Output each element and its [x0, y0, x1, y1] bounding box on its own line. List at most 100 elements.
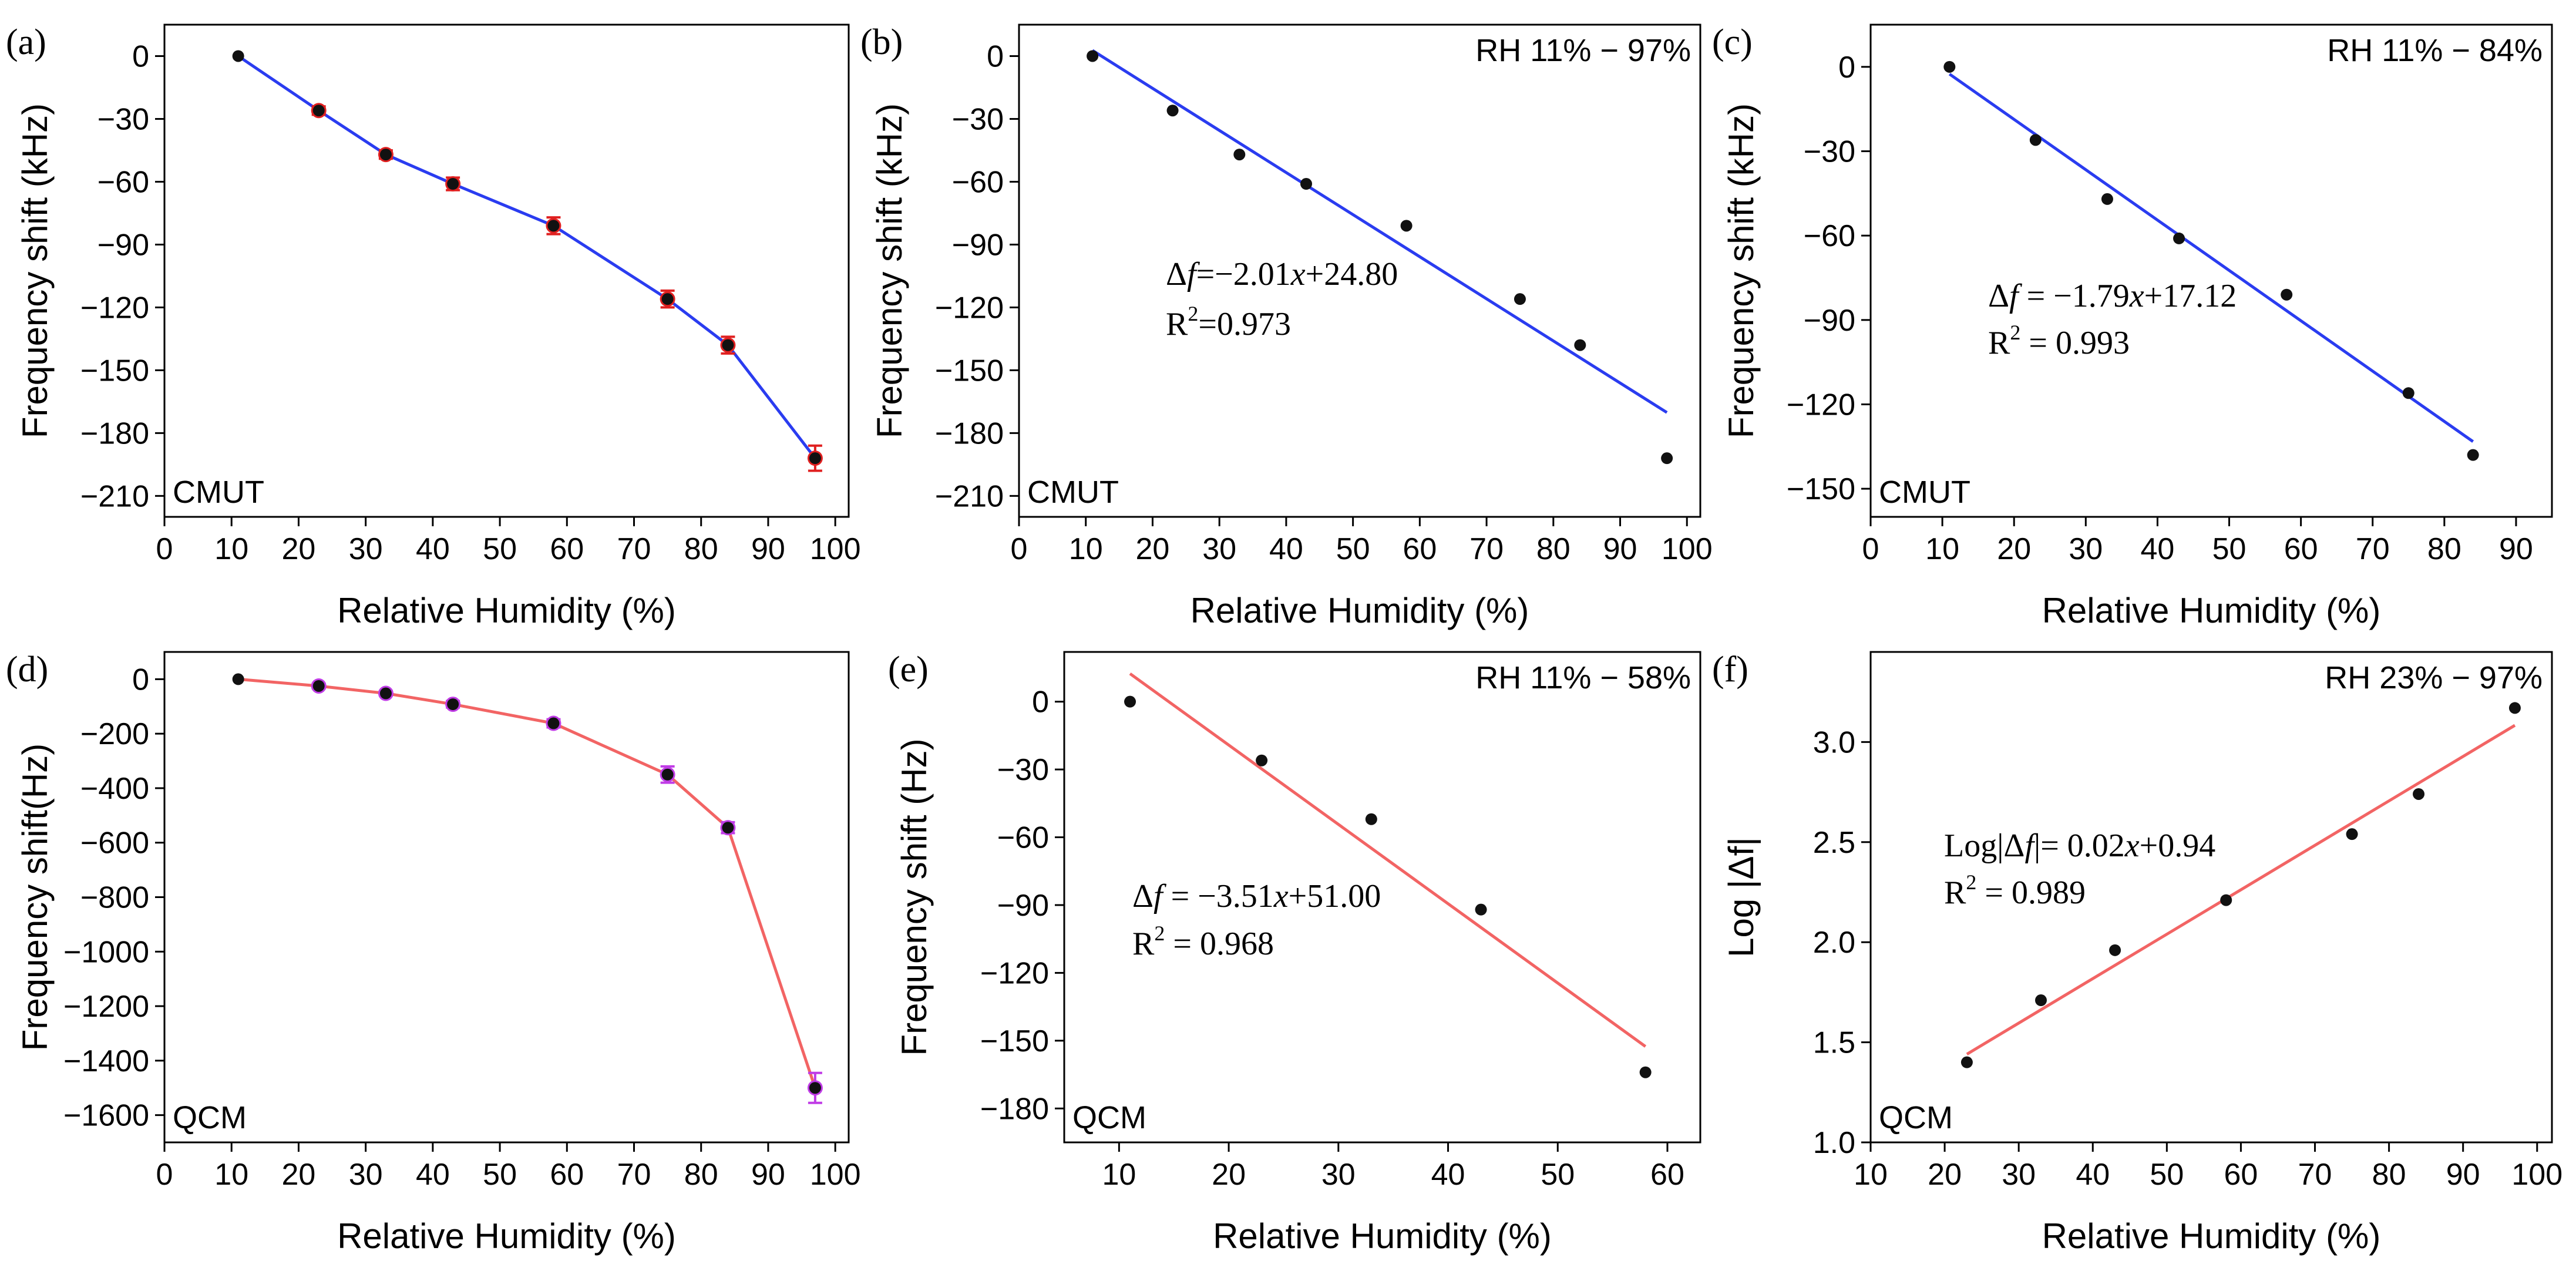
x-tick-label: 90	[751, 1158, 785, 1192]
x-tick-label: 80	[1536, 532, 1571, 566]
x-tick-label: 10	[1102, 1158, 1136, 1192]
x-tick-label: 60	[2284, 532, 2318, 566]
x-tick-label: 50	[2212, 532, 2247, 566]
plot-frame	[1063, 651, 1701, 1144]
y-tick-label: 0	[132, 663, 149, 697]
data-point	[2346, 828, 2358, 840]
data-point	[1233, 149, 1246, 161]
x-tick-label: 30	[1321, 1158, 1356, 1192]
data-point	[1475, 903, 1487, 916]
eq-intercept: +51.00	[1289, 878, 1381, 914]
eq-x: x	[1290, 256, 1306, 292]
panel-label: (e)	[888, 650, 929, 690]
y-tick-label: −180	[80, 416, 149, 450]
x-axis-label: Relative Humidity (%)	[2042, 1216, 2381, 1256]
data-point	[312, 105, 325, 117]
y-tick-label: −1400	[63, 1044, 149, 1078]
x-tick-label: 70	[617, 1158, 651, 1192]
x-tick-label: 20	[1997, 532, 2031, 566]
x-tick-label: 100	[810, 532, 861, 566]
sensor-label: CMUT	[1879, 475, 1970, 510]
panel-label: (c)	[1712, 22, 1753, 62]
fit-equation: Δf=−2.01x+24.80	[1166, 256, 1398, 292]
data-point	[1124, 695, 1136, 708]
data-point	[661, 768, 674, 781]
eq-x: x	[2129, 278, 2144, 314]
x-tick-label: 60	[550, 1158, 584, 1192]
y-tick-label: −120	[980, 956, 1049, 990]
x-tick-label: 100	[810, 1158, 861, 1192]
data-point	[2109, 944, 2121, 956]
fit-r2: R2=0.973	[1166, 302, 1291, 342]
data-point	[447, 178, 459, 190]
fit-line	[1091, 49, 1668, 414]
x-tick-label: 80	[2427, 532, 2461, 566]
y-tick-label: 1.5	[1813, 1026, 1855, 1060]
r2-value: =0.973	[1198, 306, 1291, 342]
x-tick-label: 90	[2499, 532, 2533, 566]
plot-frame	[1869, 23, 2553, 518]
x-tick-label: 60	[2224, 1158, 2258, 1192]
y-axis-label: Frequency shift (kHz)	[1721, 103, 1761, 438]
y-tick-label: −150	[980, 1024, 1049, 1058]
data-point	[547, 717, 560, 729]
x-tick-label: 60	[1650, 1158, 1684, 1192]
range-label: RH 11% − 84%	[2327, 33, 2543, 68]
data-point	[379, 687, 392, 700]
eq-prefix: Log|Δ	[1944, 828, 2025, 864]
series-line	[237, 55, 816, 459]
x-tick-label: 60	[1403, 532, 1437, 566]
fit-r2: R2 = 0.993	[1988, 321, 2130, 361]
y-tick-label: −800	[80, 881, 149, 915]
data-point	[1574, 339, 1586, 351]
y-tick-label: −60	[97, 165, 149, 199]
r2-sup: 2	[1154, 922, 1165, 945]
r2-value: = 0.968	[1165, 926, 1274, 962]
fit-r2: R2 = 0.989	[1944, 870, 2086, 911]
eq-intercept: +0.94	[2140, 828, 2216, 864]
y-tick-label: −180	[935, 416, 1004, 450]
data-point	[1365, 813, 1377, 825]
y-tick-label: −120	[935, 291, 1004, 325]
data-point	[1943, 60, 1956, 73]
x-tick-label: 50	[1541, 1158, 1575, 1192]
y-tick-label: −60	[1804, 219, 1855, 253]
y-tick-label: −200	[80, 717, 149, 751]
data-point	[809, 452, 821, 465]
x-tick-label: 60	[550, 532, 584, 566]
data-point	[2035, 994, 2047, 1007]
y-tick-label: 0	[132, 39, 149, 73]
eq-prefix: Δ	[1132, 878, 1154, 914]
fit-line	[1948, 73, 2474, 443]
y-tick-label: −600	[80, 826, 149, 860]
y-tick-label: −60	[997, 821, 1049, 855]
x-tick-label: 0	[156, 1158, 173, 1192]
sensor-label: QCM	[173, 1100, 247, 1135]
eq-slope: =−2.01	[1196, 256, 1291, 292]
data-point	[1166, 105, 1179, 117]
x-tick-label: 90	[2446, 1158, 2480, 1192]
x-tick-label: 0	[1862, 532, 1879, 566]
x-tick-label: 30	[1202, 532, 1236, 566]
x-tick-label: 40	[416, 532, 450, 566]
x-axis-label: Relative Humidity (%)	[1191, 591, 1529, 630]
y-tick-label: −400	[80, 772, 149, 806]
data-point	[1400, 220, 1413, 232]
r2-sup: 2	[1188, 302, 1198, 325]
y-tick-label: −150	[80, 354, 149, 388]
data-point	[1300, 178, 1313, 190]
range-label: RH 11% − 58%	[1475, 660, 1691, 695]
x-tick-label: 10	[214, 532, 248, 566]
y-axis-label: Frequency shift (Hz)	[894, 738, 934, 1055]
fit-equation: Δf = −3.51x+51.00	[1132, 878, 1381, 914]
r2-r: R	[1132, 926, 1155, 962]
x-axis-label: Relative Humidity (%)	[337, 1216, 676, 1256]
data-point	[2402, 387, 2414, 399]
range-label: RH 23% − 97%	[2325, 660, 2543, 695]
x-tick-label: 40	[1431, 1158, 1465, 1192]
x-tick-label: 90	[751, 532, 785, 566]
y-tick-label: 0	[1838, 51, 1855, 85]
y-tick-label: −150	[1787, 472, 1855, 506]
r2-value: = 0.989	[1976, 875, 2086, 911]
eq-slope: = −1.79	[2019, 278, 2130, 314]
